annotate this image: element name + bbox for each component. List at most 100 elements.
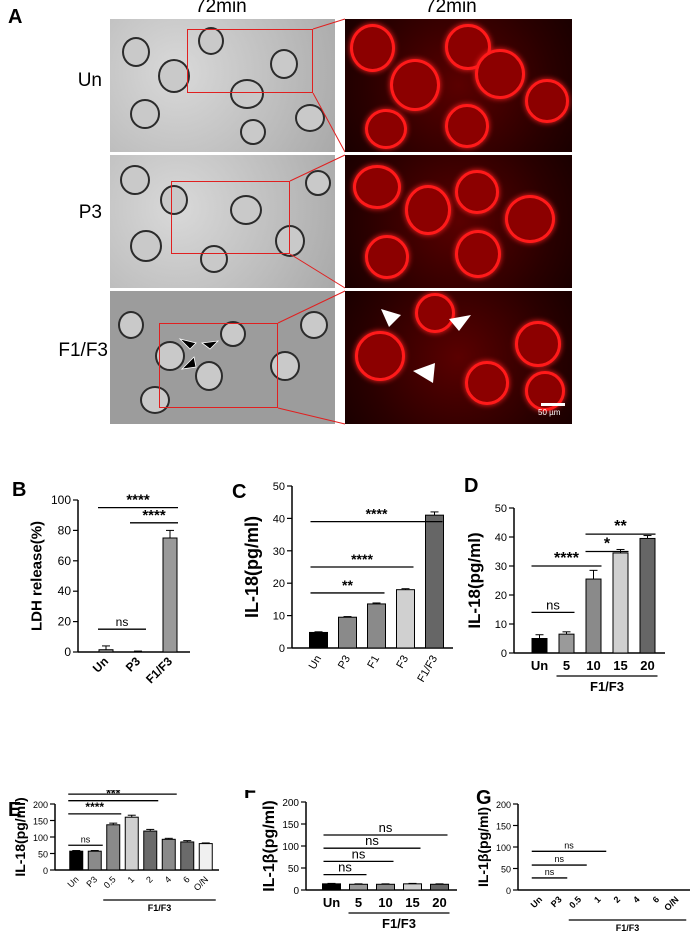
bar-Un: [69, 850, 84, 871]
zoom-connector-lines: [277, 18, 346, 425]
bar-P3: [87, 850, 102, 871]
right-column-title: 72min: [425, 0, 477, 17]
y-tick-label: 50: [495, 503, 507, 515]
y-tick-label: 100: [33, 833, 48, 843]
x-tick-label-Un: Un: [307, 654, 324, 672]
x-tick-label-O/N: O/N: [662, 894, 680, 912]
significance-label: ns: [554, 854, 564, 864]
bar-4: [161, 838, 176, 871]
y-tick-label: 100: [496, 843, 511, 853]
y-tick-label: 50: [38, 850, 48, 860]
chart-panel-e: E 0 50 100 150 200 IL-18(pg/ml) Un P3 0.5 1 2 4 6 O/N n…: [0, 774, 232, 945]
y-tick-label: 50: [273, 481, 285, 493]
significance-label: ****: [366, 506, 388, 522]
x-tick-label-F1: F1: [365, 654, 382, 671]
panel-letter-c: C: [232, 481, 246, 503]
bar-Un: [531, 638, 548, 654]
x-tick-label-F1/F3: F1/F3: [415, 654, 440, 685]
chart-panel-g: G 0 50 100 150 200 IL-1β(pg/ml) Un P3 0.5 1 2 4 6 O/N n…: [468, 787, 696, 945]
bar-5: [349, 883, 368, 891]
bar-15: [403, 883, 422, 891]
y-tick-label: 40: [495, 532, 507, 544]
x-tick-label-P3: P3: [123, 654, 144, 675]
significance-label: ns: [546, 597, 560, 612]
panel-letter-g: G: [476, 790, 492, 809]
x-tick-label-10: 10: [586, 658, 600, 673]
roi-box-p3: [171, 181, 290, 254]
x-tick-label-20: 20: [432, 895, 446, 910]
x-tick-label-5: 5: [355, 895, 362, 910]
significance-label: **: [614, 518, 627, 535]
y-axis-label: IL-1β(pg/ml): [261, 800, 278, 892]
bar-F3: [396, 589, 415, 649]
y-tick-label: 10: [495, 619, 507, 631]
chart-panel-f: F 0 50 100 150 200 IL-1β(pg/ml) Un 5 10 15 20 ns ns ns…: [236, 781, 458, 945]
scale-bar-label: 50 µm: [538, 408, 561, 417]
x-tick-label-5: 5: [563, 658, 570, 673]
bar-Un: [309, 631, 328, 649]
y-tick-label: 150: [282, 820, 299, 831]
chart-panel-c: C 0 10 20 30 40 50 IL-18(pg/ml) Un P3 F1 F3 F1/F3 ** *…: [232, 478, 460, 688]
x-tick-label-2: 2: [612, 894, 623, 905]
x-tick-label-P3: P3: [84, 874, 99, 889]
y-tick-label: 0: [43, 866, 48, 876]
x-tick-label-Un: Un: [529, 894, 545, 910]
y-tick-label: 50: [501, 865, 511, 875]
bar-Un: [322, 883, 341, 891]
bar-0.5: [106, 824, 121, 871]
y-tick-label: 0: [293, 886, 299, 897]
x-tick-label-Un: Un: [90, 654, 111, 675]
fluorescence-image-f1f3: 50 µm: [345, 291, 572, 424]
chart-panel-b: B 0 20 40 60 80 100 LDH release(%) Un P3 F1/F3 ns **…: [0, 479, 230, 690]
bar-O/N: [198, 843, 213, 871]
y-tick-label: 10: [273, 611, 285, 623]
roi-box-un: [187, 29, 313, 93]
y-tick-label: 20: [273, 578, 285, 590]
y-tick-label: 0: [506, 886, 511, 896]
significance-label: ns: [81, 834, 91, 844]
x-tick-label-15: 15: [613, 658, 627, 673]
panel-letter-d: D: [464, 478, 478, 497]
x-tick-label-Un: Un: [65, 874, 80, 889]
x-tick-label-15: 15: [405, 895, 419, 910]
y-tick-label: 100: [282, 842, 299, 853]
y-tick-label: 200: [496, 800, 511, 810]
x-tick-label-6: 6: [181, 874, 192, 885]
y-tick-label: 0: [64, 645, 71, 659]
x-tick-label-Un: Un: [323, 895, 340, 910]
significance-label: ns: [116, 615, 129, 629]
bar-20: [430, 883, 449, 891]
y-tick-label: 30: [495, 561, 507, 573]
y-axis-label: IL-18(pg/ml): [465, 532, 484, 628]
significance-label: ns: [365, 833, 379, 848]
arrowhead-icons-fl: [381, 309, 471, 383]
significance-label: **: [118, 790, 128, 794]
group-label: F1/F3: [382, 916, 416, 931]
y-axis-label: IL-18(pg/ml): [12, 797, 28, 876]
bar-2: [143, 830, 158, 871]
bar-6: [180, 841, 195, 871]
roi-box-f1f3: [159, 323, 278, 408]
row-label-f1f3: F1/F3: [58, 340, 108, 361]
chart-panel-d: D 0 10 20 30 40 50 IL-18(pg/ml) Un 5 10 15 20 ns **** *…: [462, 475, 696, 708]
bar-Un: [98, 649, 114, 653]
x-tick-label-4: 4: [631, 894, 642, 905]
x-tick-label-20: 20: [640, 658, 654, 673]
bar-F1/F3: [425, 514, 444, 649]
row-label-un: Un: [77, 70, 102, 91]
y-tick-label: 200: [33, 800, 48, 810]
y-tick-label: 0: [501, 648, 507, 660]
bar-P3: [338, 616, 357, 649]
y-tick-label: 150: [33, 817, 48, 827]
significance-label: ****: [351, 551, 373, 567]
group-label: F1/F3: [148, 903, 172, 913]
significance-label: ****: [126, 492, 150, 509]
y-tick-label: 0: [279, 643, 285, 655]
y-tick-label: 100: [51, 493, 71, 507]
panel-letter-a: A: [8, 6, 23, 28]
y-tick-label: 80: [58, 523, 72, 537]
bar-10: [585, 578, 602, 654]
significance-label: ****: [85, 800, 104, 814]
y-tick-label: 60: [58, 554, 72, 568]
y-tick-label: 150: [496, 822, 511, 832]
